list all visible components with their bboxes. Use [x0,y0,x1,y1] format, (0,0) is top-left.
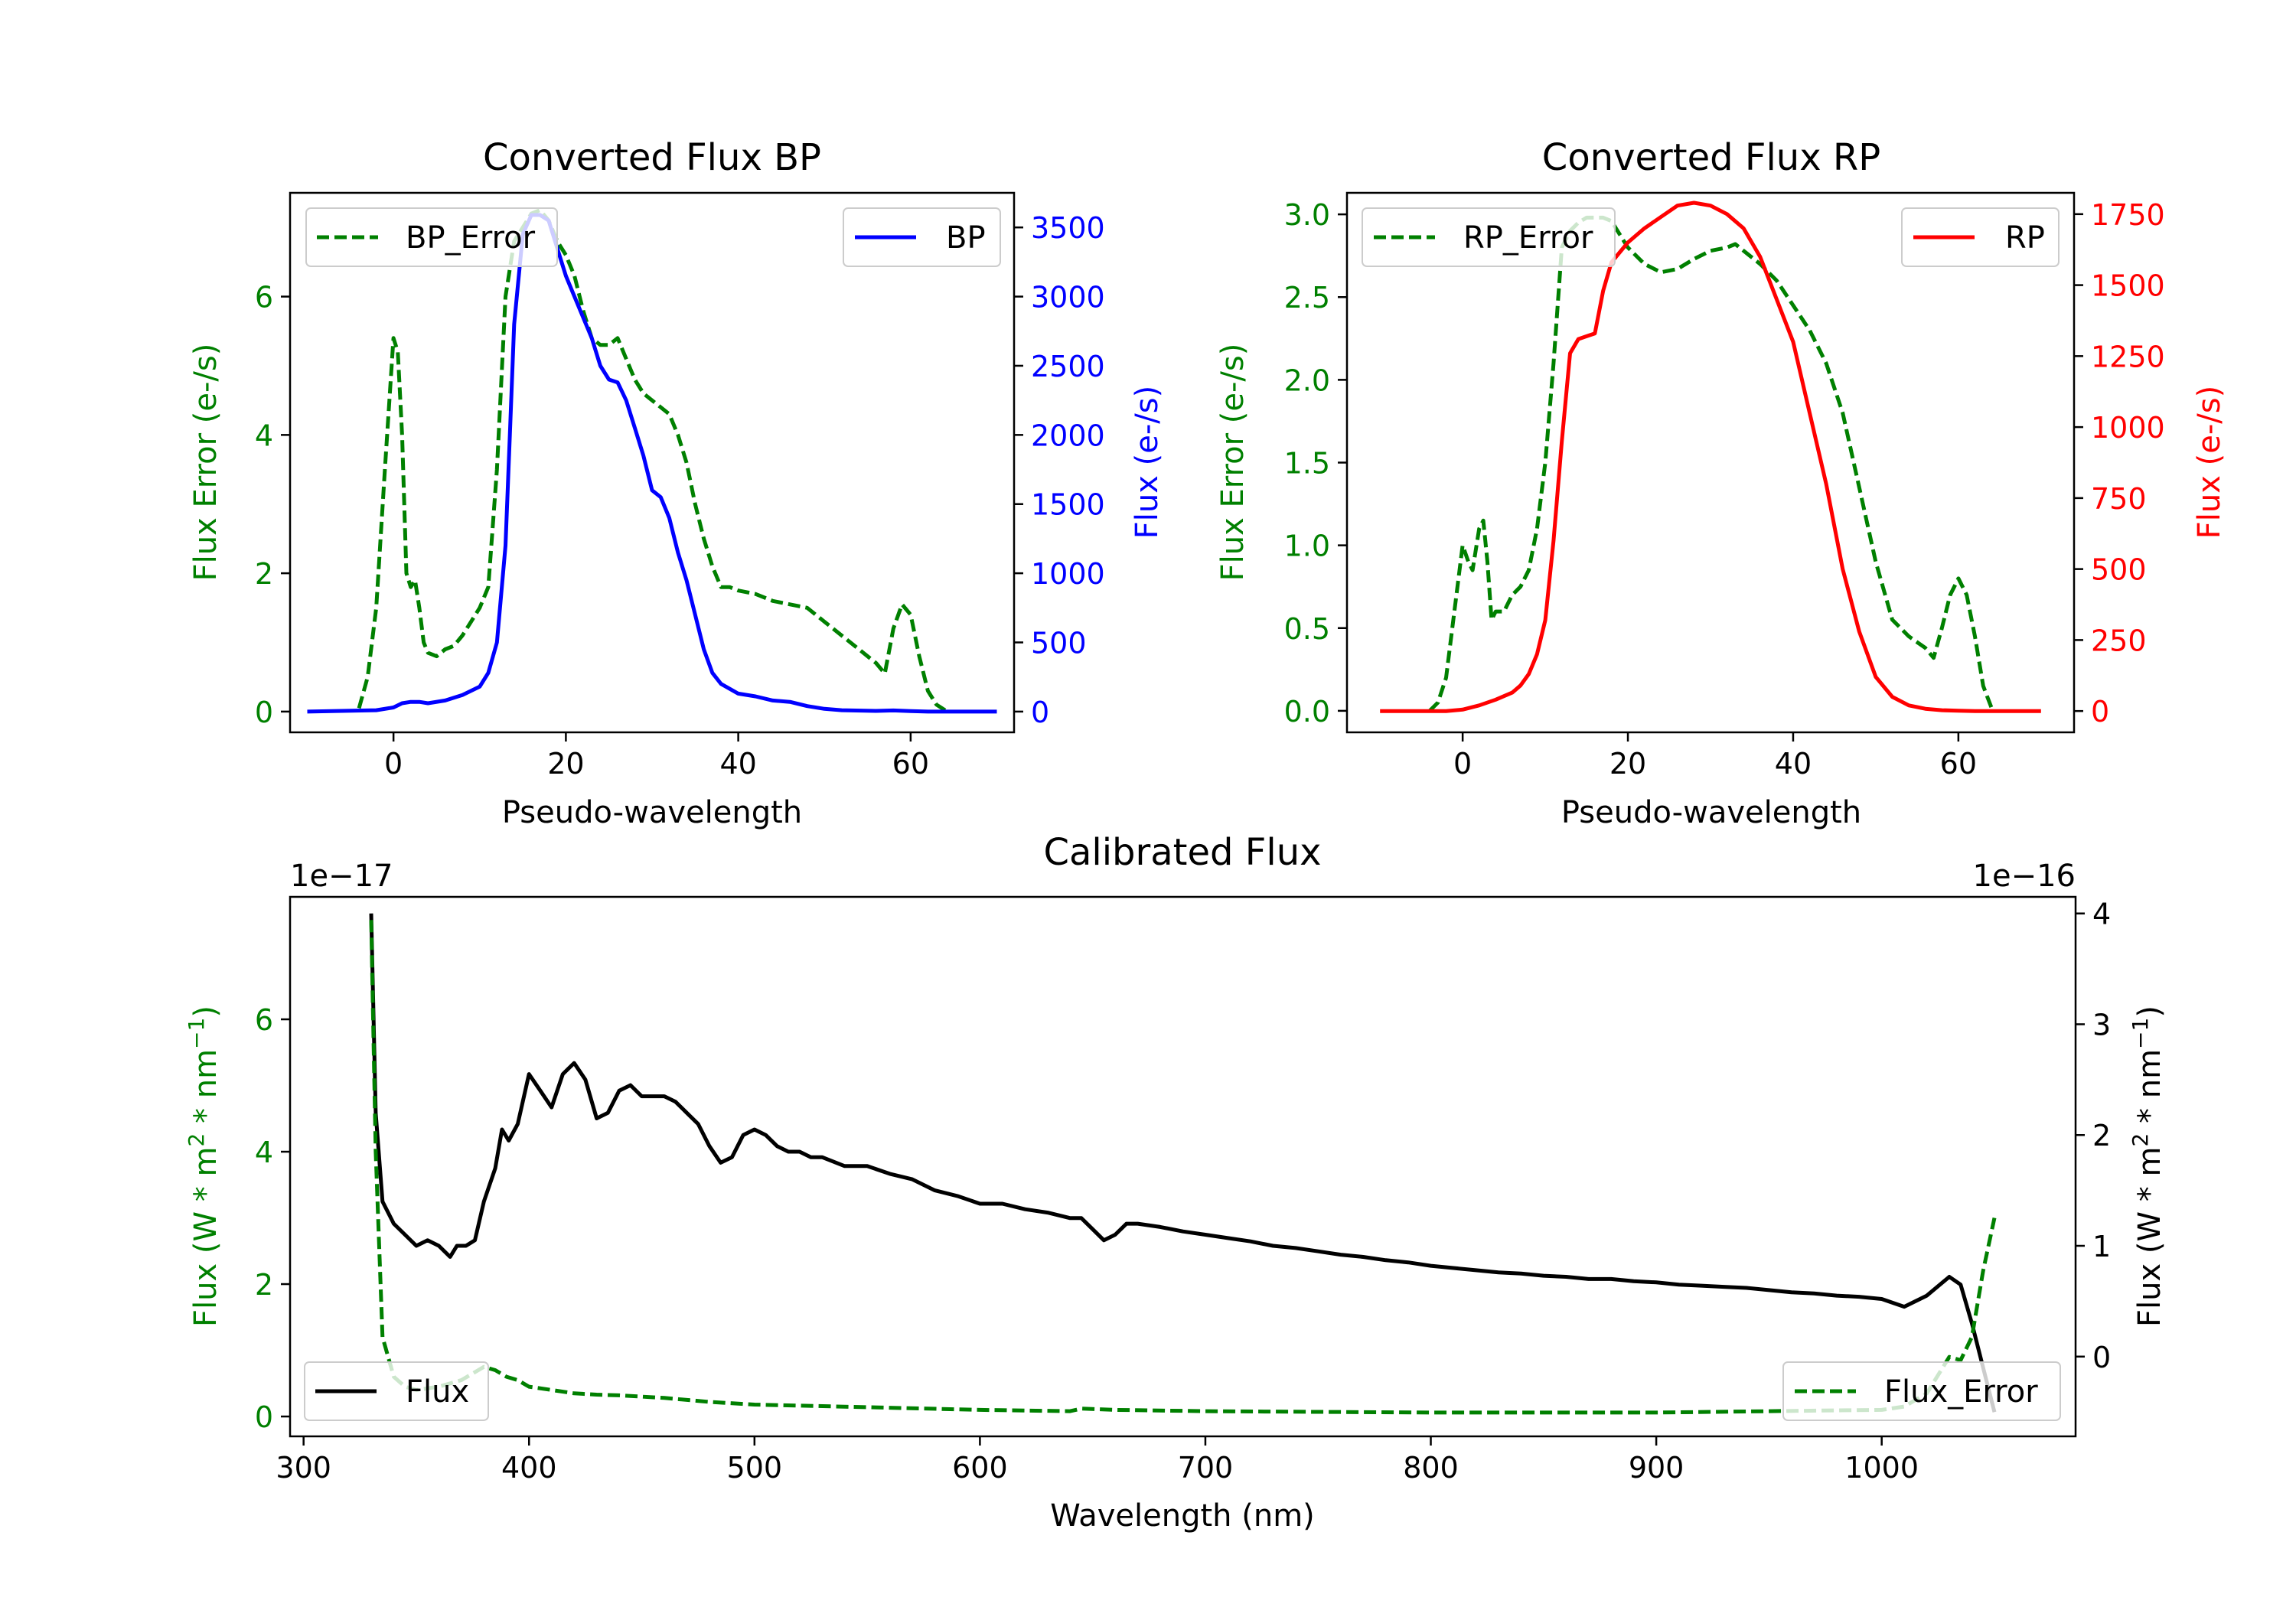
x-tick-label: 40 [719,747,756,781]
legend-label: RP_Error [1463,220,1593,256]
legend-left: RP_Error [1362,207,1616,267]
x-axis-label: Wavelength (nm) [1050,1498,1315,1534]
y-tick-label-left: 0 [255,696,273,729]
y-tick-label-right: 1500 [2091,269,2165,303]
legend-right: Flux_Error [1782,1361,2061,1421]
legend-label: BP [946,220,986,256]
panel-converted-flux-rp: Converted Flux RP 0 20 40 60 0.0 0.5 1.0 1.5 2.0… [1215,136,2227,830]
offset-label-right: 1e−16 [1973,859,2076,894]
plot-frame [289,191,1016,734]
x-tick-label: 20 [547,747,584,781]
y-tick-label-left: 2.0 [1284,363,1330,397]
series-line-bp [307,213,997,714]
x-tick-label: 400 [501,1451,557,1485]
x-tick-label: 600 [952,1451,1008,1485]
x-tick-label: 0 [1453,747,1472,781]
x-tick-label: 1000 [1844,1451,1919,1485]
y-tick-label-right: 1750 [2091,198,2165,232]
legend-label: BP_Error [406,220,536,256]
y-tick-label-right: 3 [2092,1008,2111,1041]
y-tick-label-right: 0 [2092,1341,2111,1374]
y-axis-label-left: Flux Error (e-/s) [1215,344,1251,582]
legend-left: BP_Error [305,207,558,267]
y-tick-label-right: 1000 [2091,411,2165,445]
x-tick-label: 800 [1403,1451,1459,1485]
x-axis-label: Pseudo-wavelength [1561,795,1861,830]
legend-label: RP [2005,220,2045,256]
y-tick-label-left: 1.0 [1284,530,1330,563]
y-tick-label-right: 250 [2091,624,2147,657]
y-tick-label-right: 1250 [2091,340,2165,373]
y-tick-label-left: 0.5 [1284,612,1330,646]
legend-label: Flux [406,1374,469,1410]
y-axis-label-right: Flux (e-/s) [1130,386,1165,539]
y-tick-label-left: 6 [255,281,273,315]
x-tick-label: 60 [892,747,929,781]
y-tick-label-right: 0 [2091,695,2109,729]
panel-converted-flux-bp: Converted Flux BP 0 20 40 60024605001000150… [188,136,1165,830]
chart-title: Converted Flux RP [1542,136,1880,179]
x-tick-label: 300 [276,1451,331,1485]
x-tick-label: 20 [1609,747,1646,781]
y-tick-label-left: 1.5 [1284,447,1330,481]
x-tick-label: 900 [1629,1451,1684,1485]
series-line-bp-error [357,208,947,712]
chart-title: Converted Flux BP [483,136,821,179]
legend-left: Flux [304,1361,489,1421]
y-tick-label-right: 0 [1031,696,1049,729]
x-tick-label: 0 [384,747,403,781]
y-tick-label-right: 500 [1031,627,1087,660]
y-tick-label-right: 3000 [1031,281,1105,315]
y-axis-label-right: Flux (e-/s) [2192,386,2227,539]
y-tick-label-right: 4 [2092,898,2111,931]
y-tick-label-left: 2 [255,557,273,591]
panel-calibrated-flux: Calibrated Flux 1e−17 1e−16 300 400 500 600… [184,831,2168,1534]
y-axis-label-left: Flux Error (e-/s) [188,344,223,582]
offset-label-left: 1e−17 [290,859,393,894]
y-tick-label-right: 2500 [1031,350,1105,383]
series-line-rp-error [1428,215,1994,712]
y-tick-label-right: 2000 [1031,419,1105,452]
x-tick-label: 40 [1775,747,1812,781]
x-tick-label: 700 [1178,1451,1234,1485]
y-tick-label-left: 0.0 [1284,695,1330,729]
y-tick-label-left: 0 [255,1400,273,1434]
y-tick-label-left: 4 [255,1136,273,1169]
y-tick-label-left: 3.0 [1284,198,1330,232]
x-axis-label: Pseudo-wavelength [502,795,802,830]
chart-title: Calibrated Flux [1043,831,1321,874]
y-tick-label-right: 1 [2092,1230,2111,1263]
y-axis-label-left: Flux (W * m2 * nm−1) [184,1006,224,1327]
y-tick-label-right: 500 [2091,553,2147,587]
plot-frame [289,895,2077,1438]
y-tick-label-left: 6 [255,1003,273,1037]
legend-right: BP [843,207,1001,267]
y-tick-label-left: 4 [255,419,273,452]
series-line-flux [369,913,1997,1413]
y-axis-label-right: Flux (W * m2 * nm−1) [2128,1006,2168,1327]
x-tick-label: 60 [1940,747,1977,781]
y-tick-label-right: 1500 [1031,488,1105,522]
legend-right: RP [1901,207,2060,267]
y-tick-label-right: 750 [2091,482,2147,516]
x-tick-label: 500 [727,1451,783,1485]
y-tick-label-right: 2 [2092,1119,2111,1152]
y-tick-label-right: 1000 [1031,557,1105,591]
y-tick-label-left: 2.5 [1284,281,1330,315]
y-tick-label-right: 3500 [1031,211,1105,245]
y-tick-label-left: 2 [255,1268,273,1302]
legend-label: Flux_Error [1884,1374,2038,1410]
series-line-rp [1380,200,2041,713]
